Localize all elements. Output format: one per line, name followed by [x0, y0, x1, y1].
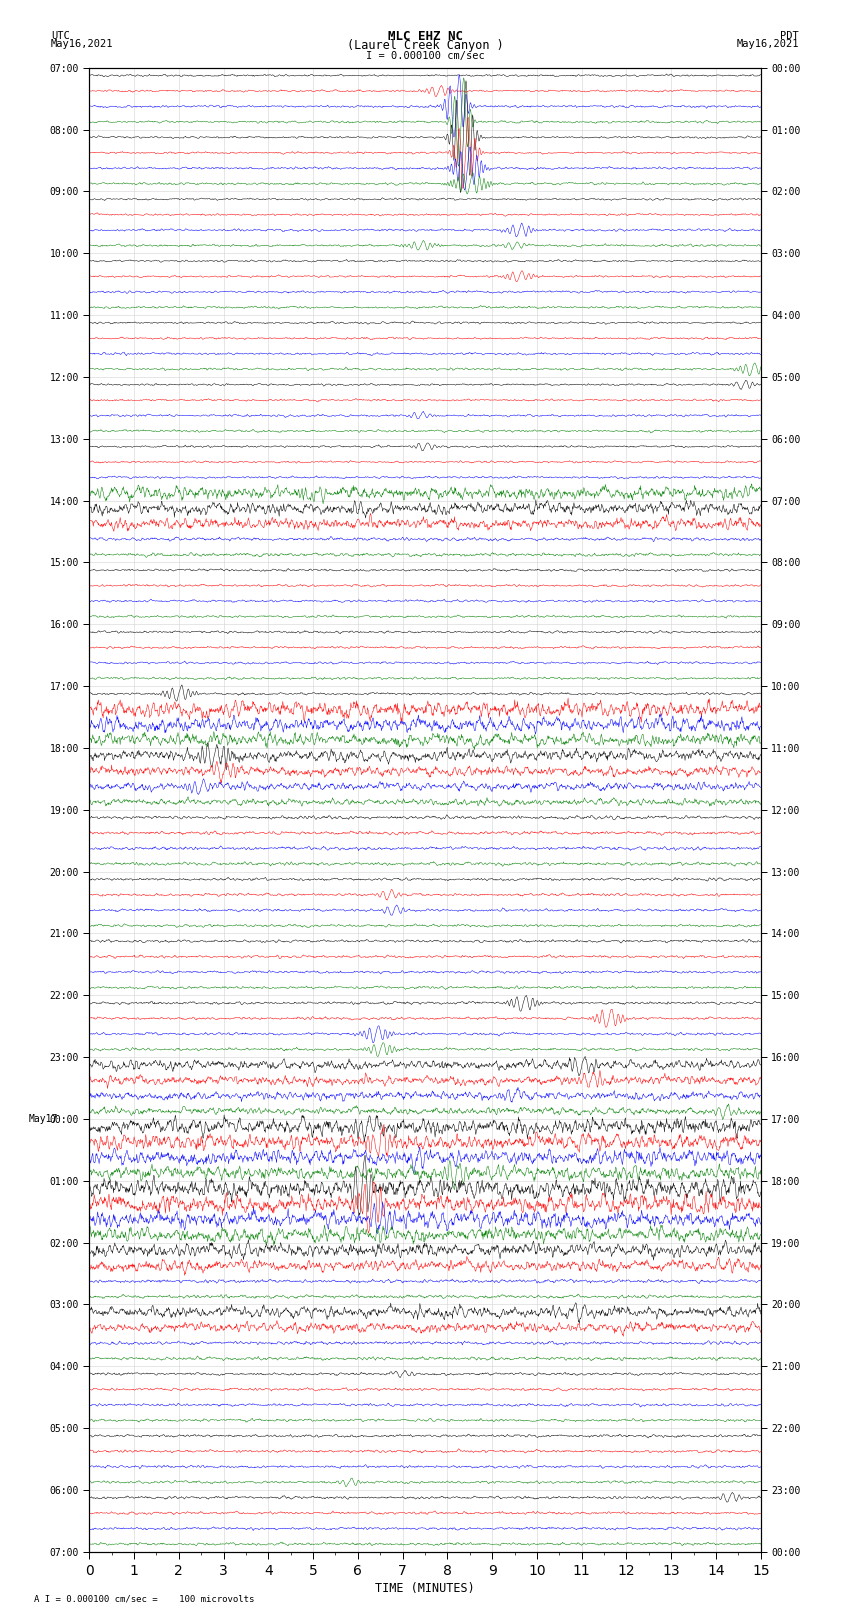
- Text: May16,2021: May16,2021: [736, 39, 799, 48]
- Text: I = 0.000100 cm/sec: I = 0.000100 cm/sec: [366, 50, 484, 61]
- Text: (Laurel Creek Canyon ): (Laurel Creek Canyon ): [347, 39, 503, 53]
- Text: MLC EHZ NC: MLC EHZ NC: [388, 29, 462, 44]
- Text: May17: May17: [29, 1115, 58, 1124]
- Text: May16,2021: May16,2021: [51, 39, 114, 48]
- Text: PDT: PDT: [780, 31, 799, 40]
- Text: UTC: UTC: [51, 31, 70, 40]
- X-axis label: TIME (MINUTES): TIME (MINUTES): [375, 1582, 475, 1595]
- Text: A I = 0.000100 cm/sec =    100 microvolts: A I = 0.000100 cm/sec = 100 microvolts: [34, 1594, 254, 1603]
